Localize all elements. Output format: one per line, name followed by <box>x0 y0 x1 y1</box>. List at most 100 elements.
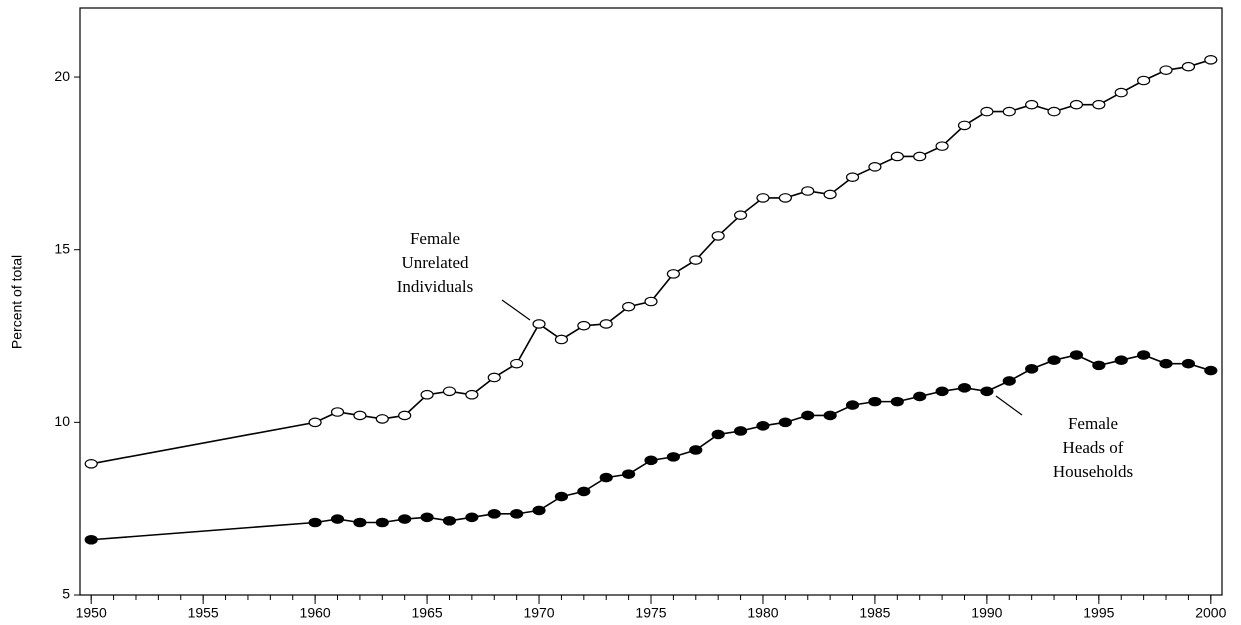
x-tick-label: 1950 <box>76 605 107 621</box>
data-point <box>554 491 569 502</box>
data-point <box>644 455 658 466</box>
data-point <box>935 141 949 151</box>
data-point <box>689 255 703 265</box>
data-point <box>398 410 412 421</box>
data-point <box>510 509 524 519</box>
data-point <box>666 452 680 462</box>
x-tick-label: 1995 <box>1083 605 1114 621</box>
data-point <box>1069 99 1084 110</box>
data-point <box>330 407 345 417</box>
series-line <box>91 354 1212 541</box>
data-point <box>420 512 434 523</box>
data-point <box>1092 99 1106 110</box>
x-tick-label: 1970 <box>523 605 554 621</box>
annotation-pointer <box>995 395 1023 416</box>
data-point <box>845 400 860 410</box>
data-point <box>845 172 860 182</box>
data-point <box>957 120 972 131</box>
y-tick-label: 15 <box>54 240 70 256</box>
x-tick-label: 2000 <box>1195 605 1226 621</box>
data-point <box>644 296 658 307</box>
data-point <box>868 162 882 172</box>
data-point <box>510 358 524 369</box>
x-tick-label: 1955 <box>188 605 219 621</box>
data-point <box>1159 65 1173 75</box>
data-point <box>823 410 837 421</box>
data-point <box>442 515 457 526</box>
series-annotation: Households <box>1053 462 1133 481</box>
data-point <box>84 458 98 469</box>
data-point <box>711 231 725 241</box>
series-line <box>91 59 1212 465</box>
data-point <box>778 193 792 203</box>
data-point <box>801 410 815 421</box>
data-point <box>308 517 322 528</box>
data-point <box>666 269 680 279</box>
data-point <box>353 410 367 421</box>
data-point <box>487 372 501 383</box>
data-point <box>778 417 792 428</box>
data-point <box>1181 358 1196 369</box>
data-point <box>756 193 770 203</box>
data-point <box>487 509 501 519</box>
data-point <box>442 386 457 397</box>
data-point <box>1137 350 1151 360</box>
data-point <box>1114 355 1128 365</box>
data-point <box>622 469 636 479</box>
data-point <box>1002 376 1016 386</box>
data-point <box>913 151 927 162</box>
series-annotation: Female <box>1068 414 1118 433</box>
series-annotation: Female <box>410 229 460 248</box>
data-point <box>1047 106 1061 117</box>
data-point <box>375 414 389 424</box>
data-point <box>353 517 367 528</box>
data-point <box>1025 99 1039 110</box>
data-point <box>689 445 703 455</box>
data-point <box>330 514 345 524</box>
data-point <box>532 319 546 329</box>
x-tick-label: 1990 <box>971 605 1002 621</box>
data-point <box>733 426 748 436</box>
data-point <box>1047 355 1061 365</box>
data-point <box>1114 87 1128 98</box>
data-point <box>801 186 815 196</box>
data-point <box>1002 106 1016 117</box>
y-axis-label: Percent of total <box>9 255 25 349</box>
series-annotation: Heads of <box>1063 438 1124 457</box>
data-point <box>1092 360 1106 371</box>
data-point <box>935 386 949 397</box>
x-tick-label: 1975 <box>635 605 666 621</box>
data-point <box>375 517 389 528</box>
data-point <box>465 512 479 523</box>
data-point <box>711 429 725 440</box>
data-point <box>733 210 748 220</box>
data-point <box>420 389 434 400</box>
series-annotation: Unrelated <box>401 253 469 272</box>
y-tick-label: 5 <box>62 586 70 602</box>
data-point <box>308 417 322 428</box>
data-point <box>398 514 412 524</box>
data-point <box>1181 61 1196 72</box>
data-point <box>465 389 479 400</box>
y-tick-label: 10 <box>54 413 70 429</box>
data-point <box>913 391 927 402</box>
data-point <box>1204 365 1218 376</box>
series-annotation: Individuals <box>397 277 474 296</box>
x-tick-label: 1965 <box>412 605 443 621</box>
data-point <box>1025 364 1039 374</box>
y-tick-label: 20 <box>54 68 70 84</box>
data-point <box>599 319 613 329</box>
data-point <box>1069 350 1084 360</box>
data-point <box>84 534 98 545</box>
data-point <box>622 301 636 312</box>
x-tick-label: 1960 <box>300 605 331 621</box>
data-point <box>1159 358 1173 369</box>
data-point <box>980 106 994 117</box>
x-tick-label: 1980 <box>747 605 778 621</box>
data-point <box>980 386 994 397</box>
annotation-pointer <box>501 299 531 321</box>
data-point <box>532 505 546 516</box>
data-point <box>957 383 972 393</box>
